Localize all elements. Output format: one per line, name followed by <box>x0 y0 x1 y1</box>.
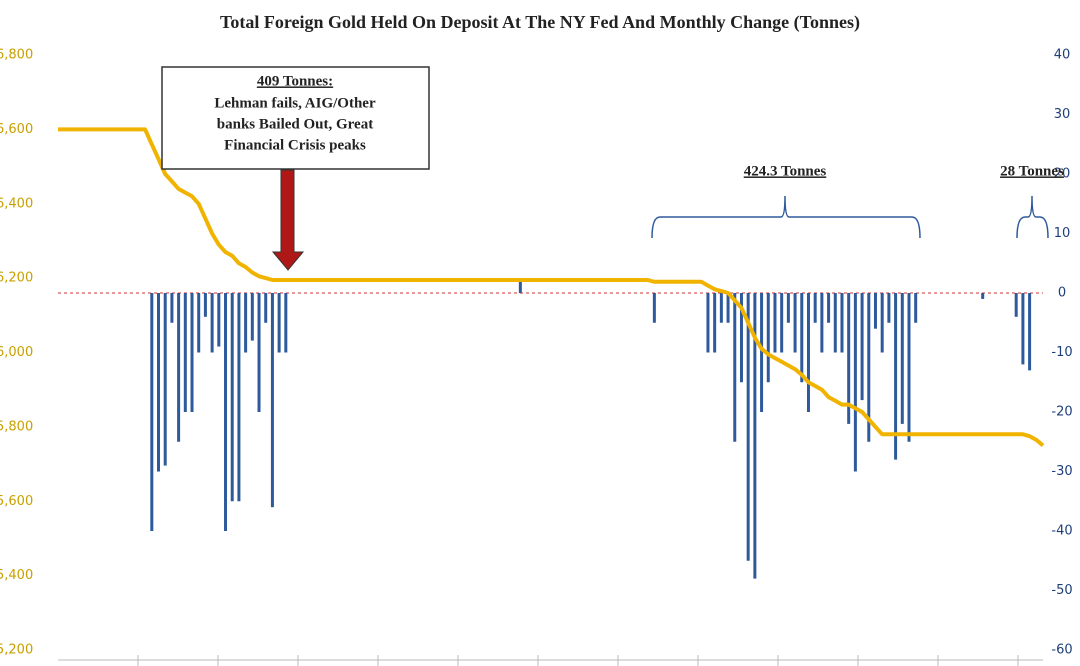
bar <box>270 293 274 508</box>
bar <box>177 293 181 442</box>
bar <box>277 293 281 353</box>
bar <box>257 293 261 412</box>
y2-tick-label: 10 <box>1054 226 1071 241</box>
y-tick-label: 6,800 <box>0 48 33 63</box>
y2-tick-label: -20 <box>1051 405 1072 420</box>
bar <box>203 293 207 317</box>
bar <box>150 293 154 531</box>
bar <box>719 293 723 323</box>
y2-tick-label: -60 <box>1051 643 1072 658</box>
callout-line: banks Bailed Out, Great <box>217 116 373 132</box>
bar <box>170 293 174 323</box>
bar <box>773 293 777 353</box>
bar <box>230 293 234 502</box>
bar <box>518 281 522 293</box>
y2-tick-label: 40 <box>1054 48 1071 63</box>
y2-tick-label: -40 <box>1051 524 1072 539</box>
bar <box>827 293 831 323</box>
y2-tick-label: -10 <box>1051 345 1072 360</box>
bracket <box>1016 195 1049 239</box>
y2-tick-label: -30 <box>1051 464 1072 479</box>
bar <box>780 293 784 353</box>
bar <box>264 293 268 323</box>
bar <box>894 293 898 460</box>
callout-box <box>161 66 430 170</box>
bar <box>880 293 884 353</box>
bracket-label: 28 Tonnes <box>1000 163 1064 179</box>
bar <box>867 293 871 442</box>
bar <box>250 293 254 341</box>
y2-tick-label: 30 <box>1054 107 1071 122</box>
bar <box>840 293 844 353</box>
callout-line: Financial Crisis peaks <box>224 137 366 153</box>
bar <box>853 293 857 472</box>
bar <box>793 293 797 353</box>
bar <box>766 293 770 383</box>
y-tick-label: 5,200 <box>0 643 33 658</box>
bar <box>1028 293 1032 371</box>
bracket-label: 424.3 Tonnes <box>744 163 827 179</box>
bar <box>183 293 187 412</box>
bar <box>733 293 737 442</box>
callout-line: Lehman fails, AIG/Other <box>214 95 376 111</box>
bar <box>726 293 730 323</box>
x-axis-ticks <box>58 655 1043 666</box>
bar <box>847 293 851 424</box>
y-tick-label: 5,400 <box>0 568 33 583</box>
bar <box>887 293 891 323</box>
y-tick-label: 5,600 <box>0 494 33 509</box>
y-tick-label: 6,600 <box>0 122 33 137</box>
line <box>58 127 1045 448</box>
bar <box>190 293 194 412</box>
bar <box>652 293 656 323</box>
bar <box>900 293 904 424</box>
bar <box>1014 293 1018 317</box>
bar <box>217 293 221 347</box>
bar <box>833 293 837 353</box>
bar <box>981 293 985 299</box>
bar <box>739 293 743 383</box>
bar <box>1021 293 1025 365</box>
bar <box>237 293 241 502</box>
bar <box>210 293 214 353</box>
bar <box>284 293 288 353</box>
bar <box>157 293 161 472</box>
bar <box>800 293 804 383</box>
callout-heading: 409 Tonnes: <box>257 73 333 89</box>
bar <box>753 293 757 579</box>
bar <box>706 293 710 353</box>
bar <box>786 293 790 323</box>
y2-tick-label: 20 <box>1054 167 1071 182</box>
bar <box>713 293 717 353</box>
bar <box>914 293 918 323</box>
chart-title: Total Foreign Gold Held On Deposit At Th… <box>220 12 860 33</box>
bar <box>820 293 824 353</box>
y-tick-label: 6,000 <box>0 345 33 360</box>
bar <box>746 293 750 561</box>
y2-tick-label: 0 <box>1058 286 1066 301</box>
y-tick-label: 5,800 <box>0 419 33 434</box>
bar <box>760 293 764 412</box>
y2-tick-label: -50 <box>1051 583 1072 598</box>
bar <box>244 293 248 353</box>
bar <box>813 293 817 323</box>
arrow <box>271 169 305 271</box>
bar <box>197 293 201 353</box>
y-tick-label: 6,200 <box>0 271 33 286</box>
bar <box>860 293 864 401</box>
bar <box>873 293 877 329</box>
bracket <box>651 195 921 239</box>
bar <box>806 293 810 412</box>
y-tick-label: 6,400 <box>0 196 33 211</box>
bar <box>224 293 228 531</box>
bar <box>163 293 167 466</box>
bar <box>907 293 911 442</box>
